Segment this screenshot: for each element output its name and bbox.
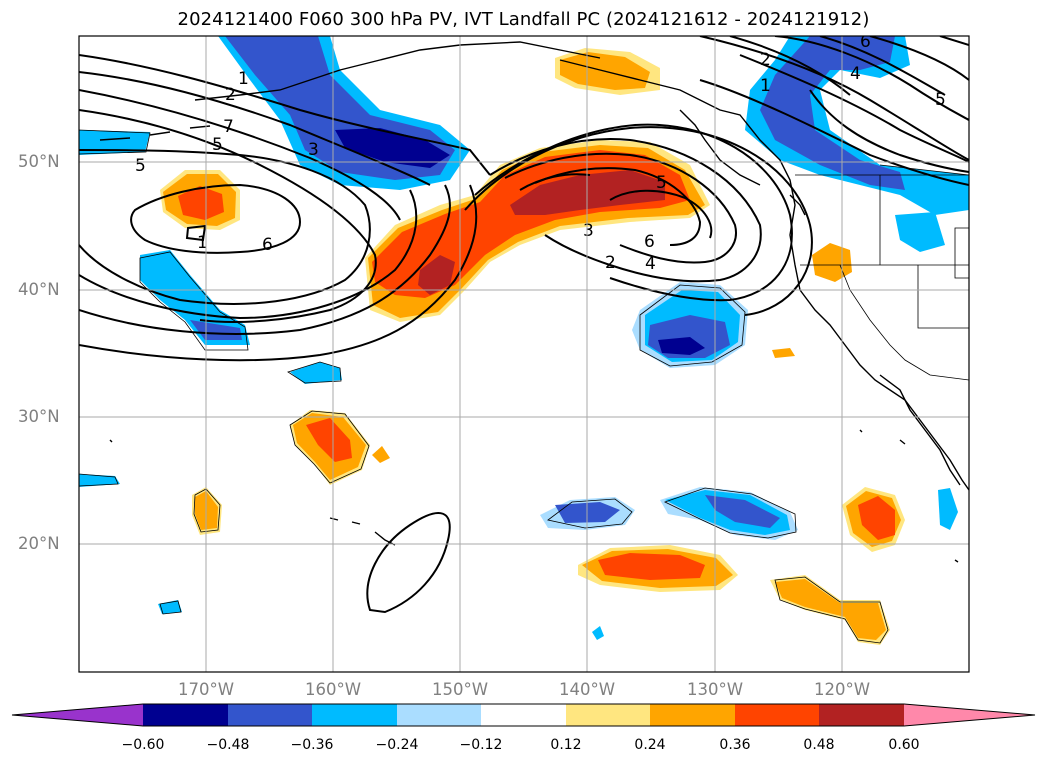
contour-label: 7 <box>223 117 234 137</box>
colorbar-tick: 0.60 <box>888 737 920 753</box>
anomaly-outlines <box>79 129 969 644</box>
pos-anomaly-west-blob-core <box>178 186 224 220</box>
negative-pv-anomalies <box>79 36 969 640</box>
neg-anomaly-gulf-alaska-max <box>335 128 450 168</box>
neg-anomaly-small-30n <box>290 362 342 384</box>
pos-anomaly-30n-core <box>306 418 352 462</box>
contour-label: 2 <box>760 50 771 70</box>
contour-label: 5 <box>212 135 223 155</box>
lon-label-130w: 130°W <box>686 680 744 699</box>
colorbar-segment <box>566 704 650 726</box>
neg-anomaly-subtropical-3 <box>938 488 958 530</box>
contour-label: 5 <box>656 173 667 193</box>
pos-anomaly-22n-east-core <box>858 496 895 540</box>
contour-label: 5 <box>135 156 146 176</box>
colorbar-segment <box>904 704 1035 726</box>
colorbar-tick: −0.24 <box>375 737 419 753</box>
colorbar-tick: 0.36 <box>719 737 751 753</box>
colorbar-tick: 0.12 <box>550 737 582 753</box>
contour-label: 6 <box>860 32 871 52</box>
colorbar-tick: 0.24 <box>634 737 666 753</box>
contour-label: 5 <box>935 90 946 110</box>
gridlines <box>79 36 969 672</box>
pv-contours <box>79 36 969 614</box>
colorbar-segment <box>12 704 143 726</box>
colorbar-tick: −0.12 <box>459 737 503 753</box>
contour-label: 6 <box>644 232 655 252</box>
lon-label-170w: 170°W <box>177 680 235 699</box>
contour-label: 3 <box>308 140 319 160</box>
colorbar-segment <box>143 704 228 726</box>
lon-label-140w: 140°W <box>558 680 616 699</box>
contour-label: 4 <box>645 254 656 274</box>
lat-label-40n: 40°N <box>18 280 60 299</box>
map-frame <box>78 35 970 673</box>
pos-anomaly-small-35n <box>772 348 795 358</box>
colorbar-tick: 0.48 <box>803 737 835 753</box>
lat-label-50n: 50°N <box>18 152 60 171</box>
map-title: 2024121400 F060 300 hPa PV, IVT Landfall… <box>177 9 870 30</box>
lon-label-160w: 160°W <box>304 680 362 699</box>
colorbar-segment <box>735 704 819 726</box>
neg-anomaly-small-13n <box>592 626 604 640</box>
colorbar-tick: −0.60 <box>121 737 165 753</box>
neg-anomaly-west-mid-core <box>190 320 242 340</box>
pos-anomaly-15n-orange <box>775 579 886 640</box>
colorbar <box>11 703 1036 727</box>
colorbar-segment <box>819 704 904 726</box>
pos-anomaly-small-27n <box>372 446 390 463</box>
positive-pv-anomalies <box>160 48 905 645</box>
neg-anomaly-northeast-core <box>760 36 905 190</box>
lat-label-30n: 30°N <box>18 407 60 426</box>
colorbar-tick: −0.48 <box>206 737 250 753</box>
neg-anomaly-subtropical-2-core <box>705 495 780 528</box>
pos-anomaly-jet-dark-1 <box>418 255 455 295</box>
colorbar-tick: −0.36 <box>290 737 334 753</box>
colorbar-segment <box>228 704 312 726</box>
contour-label: 2 <box>225 85 236 105</box>
neg-anomaly-small-25n <box>79 474 120 487</box>
neg-anomaly-west-edge <box>79 130 150 155</box>
contour-label: 4 <box>850 64 861 84</box>
lon-label-120w: 120°W <box>813 680 871 699</box>
pos-anomaly-18n-core <box>598 553 705 580</box>
contour-labels: 1 2 7 5 3 5 6 1 3 5 6 2 4 2 1 4 6 5 <box>135 32 946 274</box>
contour-label: 1 <box>197 233 208 253</box>
contour-label: 2 <box>605 253 616 273</box>
pos-anomaly-california <box>812 243 852 282</box>
contour-label: 1 <box>238 69 249 89</box>
neg-anomaly-nw-coast <box>895 212 945 252</box>
colorbar-segment <box>650 704 735 726</box>
colorbar-segment <box>397 704 481 726</box>
lat-label-20n: 20°N <box>18 534 60 553</box>
neg-anomaly-offshore-low-max <box>658 337 705 355</box>
colorbar-outline <box>11 703 1036 727</box>
contour-label: 1 <box>760 76 771 96</box>
colorbar-segment <box>312 704 397 726</box>
contour-label: 6 <box>262 235 273 255</box>
contour-label: 3 <box>583 221 594 241</box>
colorbar-segment <box>481 704 566 726</box>
lon-label-150w: 150°W <box>431 680 489 699</box>
